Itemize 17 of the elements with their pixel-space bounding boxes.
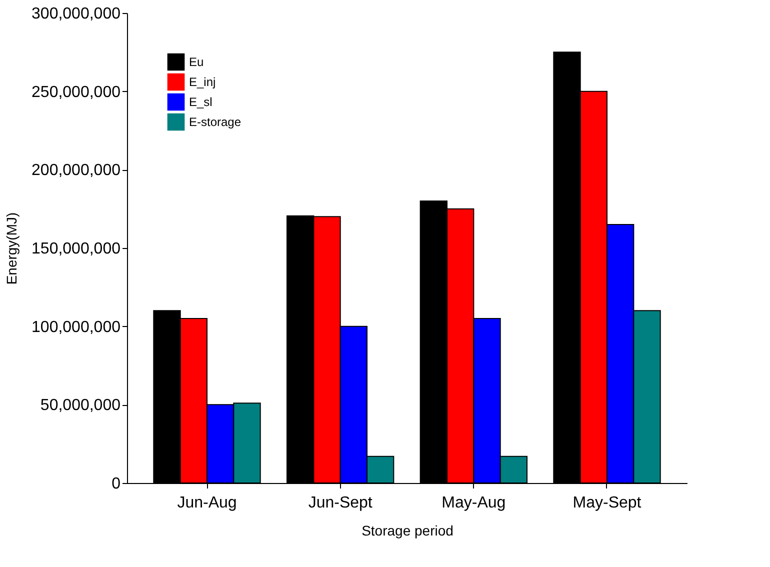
legend-label: E-storage	[189, 115, 242, 129]
x-tick-label: May-Sept	[572, 494, 642, 512]
y-tick-label: 200,000,000	[32, 162, 121, 180]
y-tick-label: 100,000,000	[32, 318, 121, 336]
x-tick-label: May-Aug	[442, 494, 506, 512]
y-tick-label: 0	[112, 476, 121, 492]
legend-label: E_sl	[189, 95, 212, 109]
x-tick-label: Jun-Sept	[308, 494, 373, 512]
y-axis-title: Energy(MJ)	[4, 212, 20, 285]
x-axis-title: Storage period	[362, 522, 454, 538]
y-tick-label: 250,000,000	[32, 84, 121, 101]
legend-label: E_inj	[189, 75, 216, 89]
y-tick-label: 300,000,000	[32, 6, 121, 22]
x-tick-label: Jun-Aug	[177, 494, 237, 512]
y-tick-label: 50,000,000	[40, 397, 121, 414]
y-tick-label: 150,000,000	[32, 240, 121, 258]
legend-label: Eu	[189, 55, 204, 69]
